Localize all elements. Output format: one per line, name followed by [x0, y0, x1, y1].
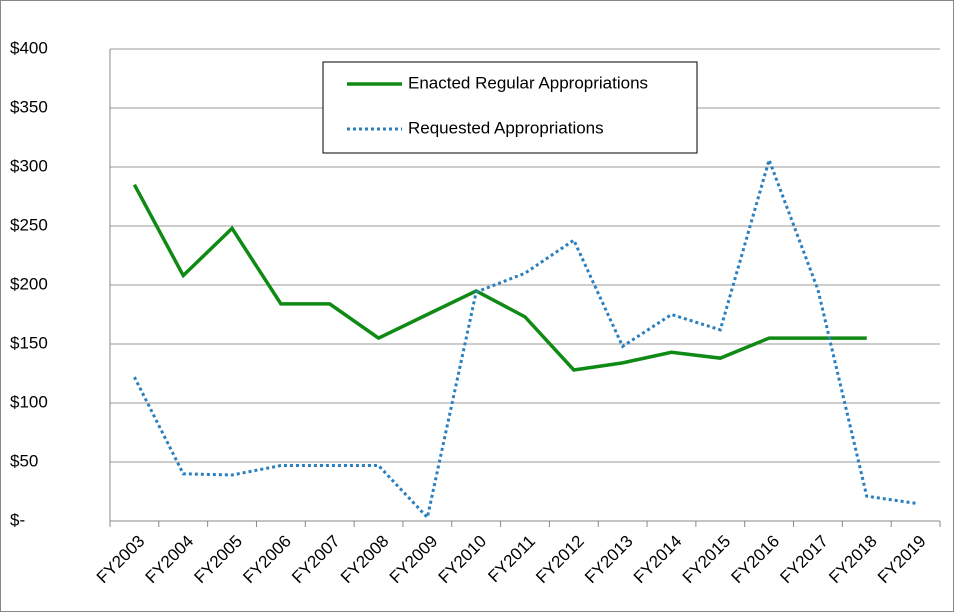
y-tick-label: $400 — [10, 38, 48, 57]
legend-label: Enacted Regular Appropriations — [408, 73, 648, 92]
y-tick-label: $- — [10, 510, 25, 529]
y-tick-label: $200 — [10, 274, 48, 293]
y-tick-label: $150 — [10, 333, 48, 352]
y-tick-label: $350 — [10, 97, 48, 116]
y-tick-label: $300 — [10, 156, 48, 175]
y-tick-label: $250 — [10, 215, 48, 234]
legend-label: Requested Appropriations — [408, 118, 604, 137]
y-tick-label: $100 — [10, 392, 48, 411]
legend-box — [322, 61, 698, 154]
series-line — [132, 183, 867, 372]
y-tick-label: $50 — [10, 451, 38, 470]
